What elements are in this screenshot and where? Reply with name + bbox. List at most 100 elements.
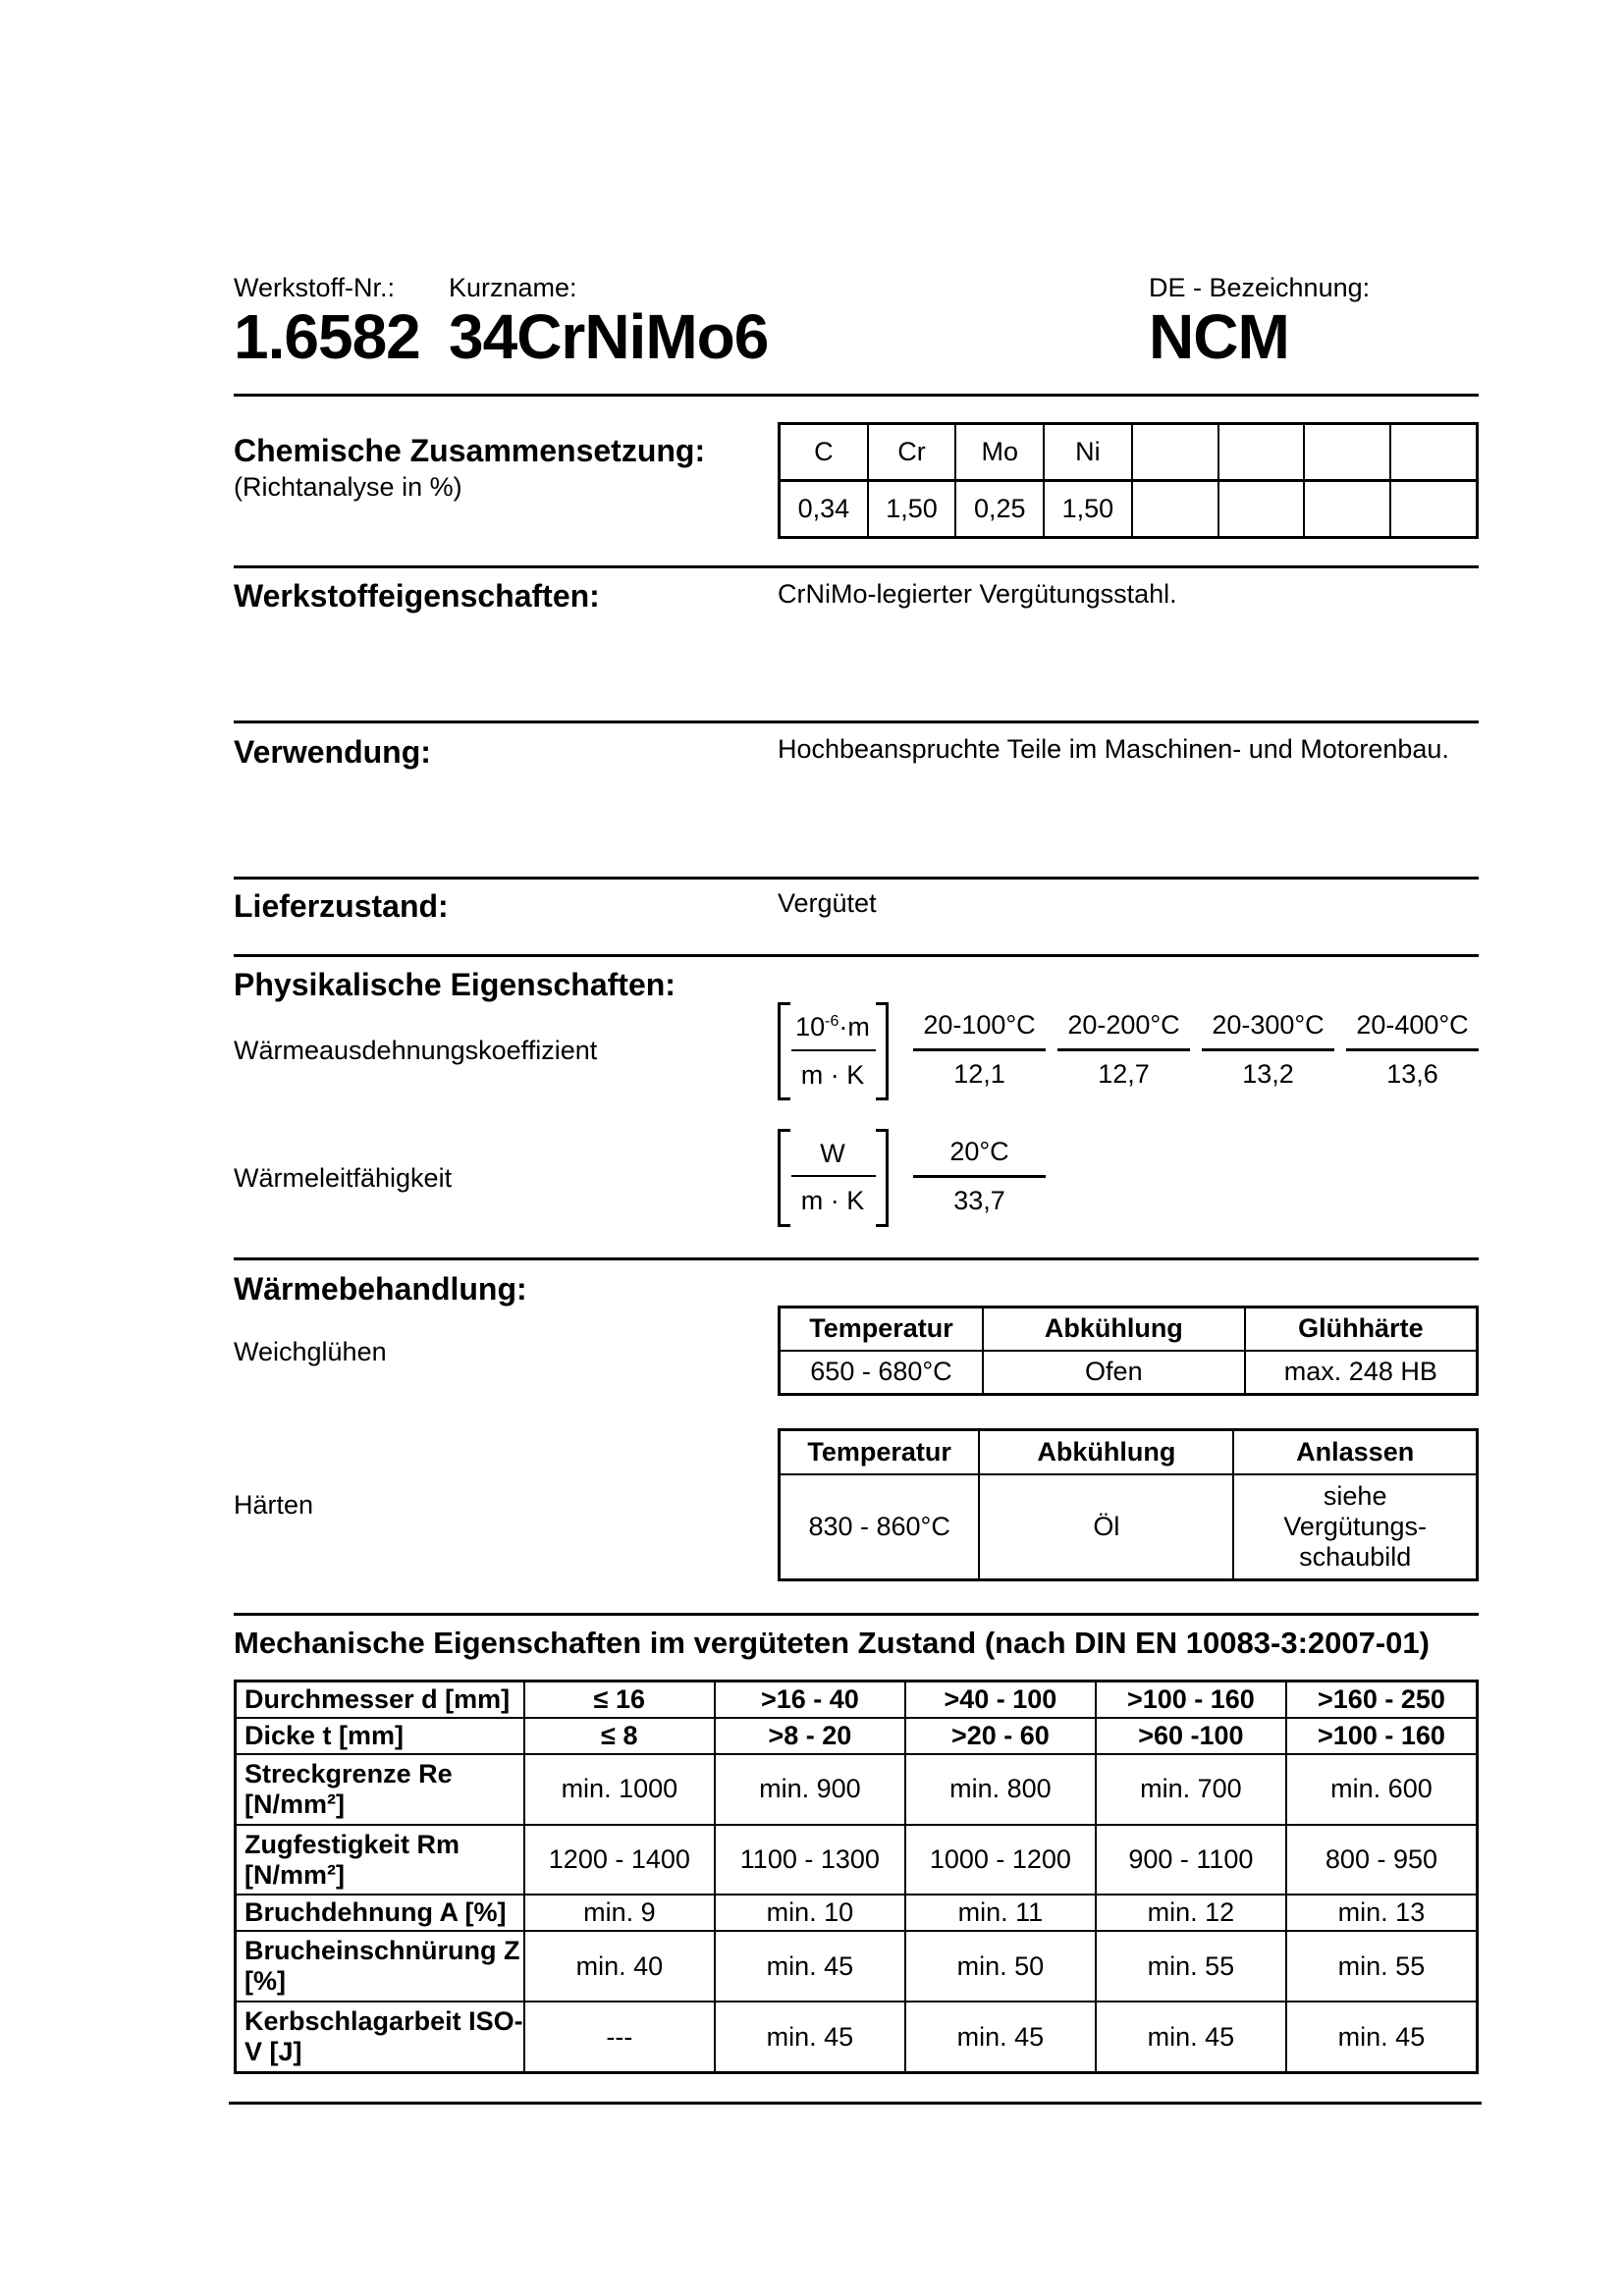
haerten-label: Härten (234, 1490, 314, 1520)
header-cell: Temperatur (778, 1428, 981, 1475)
chem-cell (1130, 422, 1219, 482)
table-cell: min. 55 (1094, 1930, 1287, 2003)
kurzname: 34CrNiMo6 (449, 301, 769, 372)
ausdehnung-unit-numerator: 10-6·m (795, 1012, 870, 1041)
chem-cell (1389, 422, 1479, 482)
fraction-line (791, 1049, 876, 1051)
table-row: Dicke t [mm] ≤ 8 >8 - 20 >20 - 60 >60 -100 >1… (234, 1717, 1479, 1756)
bracket-right (876, 1002, 889, 1100)
table-cell: ≤ 16 (522, 1680, 716, 1720)
table-cell: >60 -100 (1094, 1717, 1287, 1756)
mech-title: Mechanische Eigenschaften im vergüteten … (234, 1626, 1430, 1660)
row-label: Streckgrenze Re [N/mm²] (234, 1753, 525, 1826)
table-cell: >100 - 160 (1094, 1680, 1287, 1720)
table-cell: --- (522, 2001, 716, 2074)
weichgluehen-table: Temperatur Abkühlung Glühhärte 650 - 680°C O… (778, 1306, 1479, 1396)
range-label: 20-200°C (1067, 1010, 1180, 1040)
kurzname-label: Kurzname: (449, 273, 577, 302)
werkstoff-nr: 1.6582 (234, 301, 421, 372)
table-cell: 1000 - 1200 (903, 1823, 1097, 1896)
range-label: 20-400°C (1356, 1010, 1469, 1040)
table-cell: min. 50 (903, 1930, 1097, 2003)
table-cell: >40 - 100 (903, 1680, 1097, 1720)
weich-label: Weichglühen (234, 1337, 387, 1366)
row-label: Zugfestigkeit Rm [N/mm²] (234, 1823, 525, 1896)
table-row: Bruchdehnung A [%] min. 9 min. 10 min. 11 mi… (234, 1894, 1479, 1933)
table-cell: min. 45 (903, 2001, 1097, 2074)
bracket-left (778, 1129, 790, 1227)
value-cell: Öl (978, 1472, 1235, 1581)
table-cell: min. 45 (713, 1930, 906, 2003)
table-cell: min. 13 (1284, 1894, 1479, 1933)
chem-cell: 0,25 (954, 479, 1046, 539)
chem-cell: 0,34 (778, 479, 869, 539)
eigenschaften-text: CrNiMo-legierter Vergütungsstahl. (778, 579, 1177, 609)
range-value: 13,6 (1386, 1059, 1438, 1089)
table-cell: min. 45 (1284, 2001, 1479, 2074)
header-cell: Temperatur (778, 1306, 984, 1352)
mech-table: Durchmesser d [mm] ≤ 16 >16 - 40 >40 - 100 >… (234, 1680, 1479, 2074)
de-value: NCM (1149, 301, 1290, 372)
chem-row: 0,34 1,50 0,25 1,50 (778, 479, 1479, 539)
row-label: Durchmesser d [mm] (234, 1680, 525, 1720)
haerten-table: Temperatur Abkühlung Anlassen 830 - 860°C Öl… (778, 1428, 1479, 1581)
fraction-line (1346, 1048, 1479, 1051)
ausdehnung-label: Wärmeausdehnungskoeffizient (234, 1036, 598, 1065)
fraction-line (913, 1175, 1046, 1178)
table-row: Streckgrenze Re [N/mm²] min. 1000 min. 900… (234, 1753, 1479, 1826)
fraction-line (791, 1175, 876, 1177)
table-cell: min. 800 (903, 1753, 1097, 1826)
ausdehnung-unit-denominator: m · K (800, 1060, 865, 1090)
table-cell: min. 10 (713, 1894, 906, 1933)
table-cell: min. 900 (713, 1753, 906, 1826)
divider (234, 877, 1479, 880)
fraction-line (1202, 1048, 1334, 1051)
chem-title: Chemische Zusammensetzung: (234, 433, 706, 468)
chem-cell (1389, 479, 1479, 539)
chem-cell (1303, 422, 1392, 482)
divider (234, 1613, 1479, 1616)
range-label: 20°C (949, 1137, 1009, 1166)
row-label: Bruchdehnung A [%] (234, 1894, 525, 1933)
chem-cell (1303, 479, 1392, 539)
row-label: Dicke t [mm] (234, 1717, 525, 1756)
eigenschaften-title: Werkstoffeigenschaften: (234, 578, 600, 614)
table-cell: min. 45 (1094, 2001, 1287, 2074)
bracket-right (876, 1129, 889, 1227)
table-cell: ≤ 8 (522, 1717, 716, 1756)
waerme-title: Wärmebehandlung: (234, 1271, 527, 1307)
table-cell: min. 600 (1284, 1753, 1479, 1826)
de-label: DE - Bezeichnung: (1149, 273, 1371, 302)
leit-unit-numerator: W (820, 1139, 845, 1168)
header-cell: Abkühlung (978, 1428, 1235, 1475)
divider (234, 394, 1479, 397)
werkstoff-label: Werkstoff-Nr.: (234, 273, 396, 302)
bracket-left (778, 1002, 790, 1100)
header-cell: Glühhärte (1243, 1306, 1479, 1352)
table-cell: min. 12 (1094, 1894, 1287, 1933)
range-label: 20-300°C (1212, 1010, 1325, 1040)
leit-unit-denominator: m · K (800, 1186, 865, 1215)
chem-table: C Cr Mo Ni 0,34 1,50 0,25 1,50 (778, 422, 1479, 539)
table-cell: min. 1000 (522, 1753, 716, 1826)
value-cell: 830 - 860°C (778, 1472, 981, 1581)
table-cell: 800 - 950 (1284, 1823, 1479, 1896)
table-cell: 900 - 1100 (1094, 1823, 1287, 1896)
liefer-text: Vergütet (778, 888, 877, 918)
table-cell: min. 700 (1094, 1753, 1287, 1826)
liefer-title: Lieferzustand: (234, 888, 449, 924)
chem-cell (1217, 479, 1306, 539)
header-row: Temperatur Abkühlung Anlassen (778, 1428, 1479, 1475)
table-cell: >8 - 20 (713, 1717, 906, 1756)
header-cell: Abkühlung (981, 1306, 1246, 1352)
chem-row: C Cr Mo Ni (778, 422, 1479, 482)
chem-cell: Mo (954, 422, 1046, 482)
table-cell: >100 - 160 (1284, 1717, 1479, 1756)
table-cell: >160 - 250 (1284, 1680, 1479, 1720)
row-label: Brucheinschnürung Z [%] (234, 1930, 525, 2003)
table-cell: min. 40 (522, 1930, 716, 2003)
verwendung-text: Hochbeanspruchte Teile im Maschinen- und… (778, 734, 1449, 764)
chem-cell: 1,50 (866, 479, 957, 539)
table-cell: >16 - 40 (713, 1680, 906, 1720)
value-row: 650 - 680°C Ofen max. 248 HB (778, 1349, 1479, 1396)
